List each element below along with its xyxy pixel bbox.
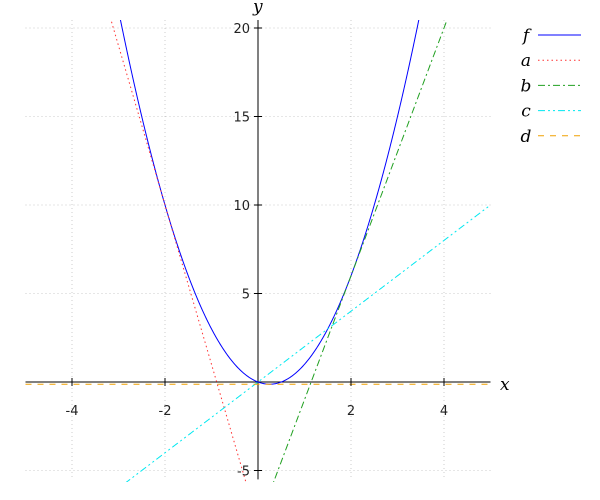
legend-label-d: d xyxy=(521,127,532,147)
y-tick-label: 10 xyxy=(233,199,250,214)
series-c-line xyxy=(125,204,491,482)
y-axis-label: y xyxy=(252,0,263,17)
y-tick-label: 15 xyxy=(233,111,250,126)
legend-label-b: b xyxy=(521,76,532,96)
x-tick-label: 4 xyxy=(440,404,448,419)
x-tick-label: -2 xyxy=(159,404,172,419)
legend-label-c: c xyxy=(521,102,531,122)
legend-label-f: f xyxy=(521,26,532,46)
x-tick-label: -4 xyxy=(66,404,79,419)
y-tick-label: 5 xyxy=(242,288,250,303)
series-b-line xyxy=(273,20,448,482)
y-tick-label: 20 xyxy=(233,22,250,37)
x-axis-label: x xyxy=(500,375,510,395)
y-tick-label: -5 xyxy=(237,465,250,480)
series-f-line xyxy=(119,20,420,385)
x-tick-label: 2 xyxy=(347,404,355,419)
legend-label-a: a xyxy=(521,51,531,71)
